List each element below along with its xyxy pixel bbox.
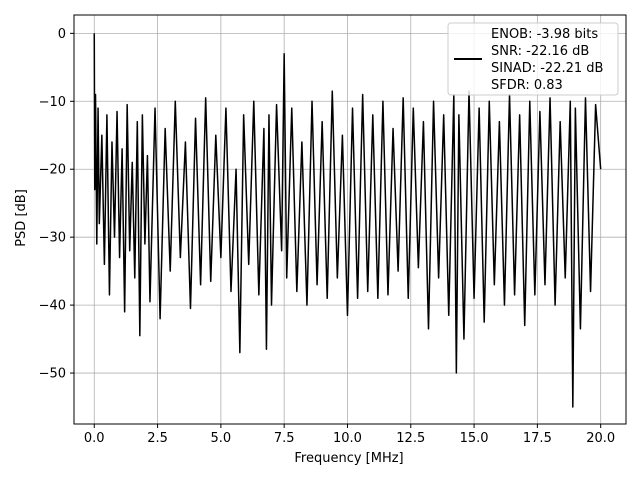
y-tick-label-1: −10: [39, 95, 66, 110]
x-tick-label-4: 10.0: [333, 431, 362, 446]
x-tick-label-3: 7.5: [274, 431, 295, 446]
x-tick-label-8: 20.0: [586, 431, 615, 446]
axes-frame: [73, 14, 627, 425]
plot-area: [93, 33, 602, 408]
legend-sfdr: SFDR: 0.83: [491, 78, 563, 93]
x-ticks: 0.0 2.5 5.0 7.5 10.0 12.5 15.0 17.5 20.0: [84, 424, 615, 446]
x-tick-label-0: 0.0: [84, 431, 105, 446]
x-tick-label-2: 5.0: [211, 431, 232, 446]
series-line-0: [93, 33, 602, 408]
x-tick-label-7: 17.5: [523, 431, 552, 446]
y-tick-label-2: −20: [39, 163, 66, 178]
legend: ENOB: -3.98 bits SNR: -22.16 dB SINAD: -…: [447, 22, 619, 96]
x-tick-label-1: 2.5: [147, 431, 168, 446]
y-tick-label-5: −50: [39, 367, 66, 382]
legend-box: [447, 22, 619, 96]
y-tick-label-3: −30: [39, 231, 66, 246]
legend-sinad: SINAD: -22.21 dB: [491, 61, 603, 76]
legend-enob: ENOB: -3.98 bits: [491, 27, 598, 42]
y-axis-label: PSD [dB]: [14, 189, 29, 247]
y-ticks: 0 −10 −20 −30 −40 −50: [39, 27, 74, 382]
legend-snr: SNR: -22.16 dB: [491, 44, 589, 59]
x-axis-label: Frequency [MHz]: [294, 451, 403, 466]
x-tick-label-5: 12.5: [396, 431, 425, 446]
y-tick-label-0: 0: [58, 27, 66, 42]
x-tick-label-6: 15.0: [460, 431, 489, 446]
axes: [73, 14, 627, 425]
y-tick-label-4: −40: [39, 299, 66, 314]
